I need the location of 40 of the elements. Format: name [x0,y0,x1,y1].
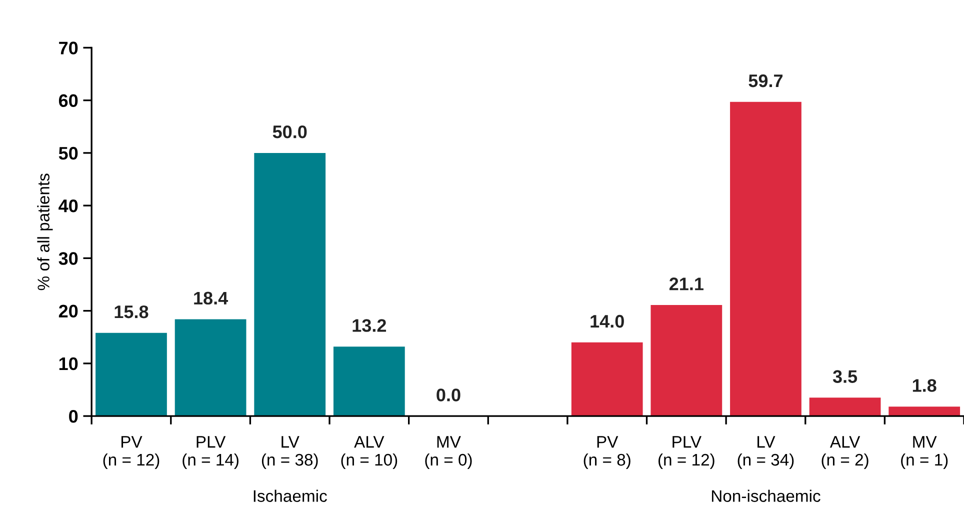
data-label: 18.4 [194,292,228,305]
data-label: 3.5 [832,370,858,383]
bar [888,406,960,416]
bar [809,398,881,416]
data-label: 0.0 [436,388,460,402]
y-tick-label: 40 [58,200,78,212]
y-tick-label: 30 [58,252,78,265]
y-tick-label: 70 [59,42,78,54]
x-tick-label: ALV (n = 10) [341,436,398,469]
bar [333,346,405,416]
data-label: 59.7 [748,74,782,88]
x-tick-label: ALV (n = 2) [822,436,868,469]
x-tick-label: PV (n = 12) [103,436,160,469]
x-tick-label: LV (n = 38) [262,436,318,469]
data-label: 21.1 [669,278,704,290]
y-tick-label: 60 [58,94,78,108]
bar [730,102,802,416]
bar [254,152,326,416]
y-axis-title: % of all patients [37,174,53,290]
data-label: 14.0 [590,314,624,328]
text: Non-ischaemic [712,490,820,502]
y-tick-label: 50 [58,146,78,160]
y-tick-label: 0 [69,410,78,423]
x-tick-label: PLV (n = 12) [658,436,714,469]
x-tick-label: PV (n = 8) [584,436,630,469]
x-tick-label: LV (n = 34) [738,436,794,469]
data-label: 1.8 [912,379,936,392]
x-tick-label: MV (n = 1) [901,436,948,469]
y-tick-label: 20 [58,304,78,318]
y-tick-label: 10 [59,357,78,370]
text: Ischaemic [254,490,327,502]
bar [650,305,722,416]
x-tick-label: MV (n = 0) [425,436,472,469]
bar [571,342,643,416]
bar [96,332,167,416]
x-tick-label: PLV (n = 14) [182,436,238,469]
bar [174,319,246,416]
data-label: 13.2 [352,319,386,332]
data-label: 15.8 [114,305,148,318]
data-label: 50.0 [272,125,307,138]
